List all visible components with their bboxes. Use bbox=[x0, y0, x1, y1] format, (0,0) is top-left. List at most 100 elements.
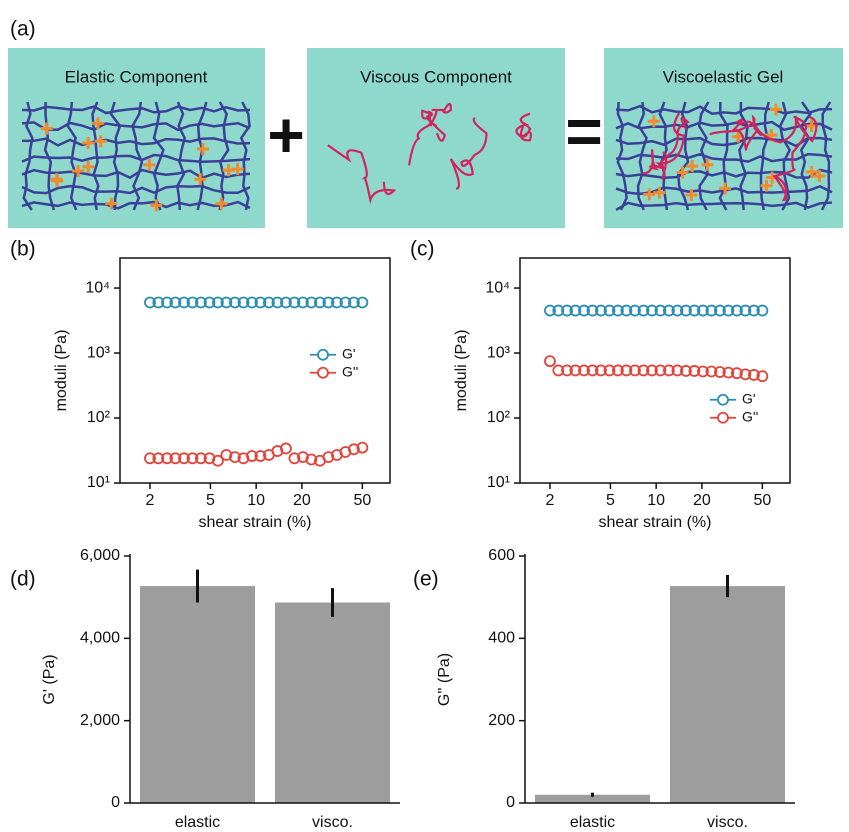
network-strand bbox=[21, 153, 251, 163]
viscous-chain bbox=[732, 118, 762, 151]
data-point bbox=[144, 296, 156, 309]
data-point bbox=[203, 452, 216, 465]
data-point bbox=[161, 452, 173, 465]
data-point bbox=[305, 453, 318, 466]
data-point bbox=[348, 443, 360, 456]
box-title: Elastic Component bbox=[65, 67, 208, 86]
legend-label: G' bbox=[342, 345, 356, 361]
panel-label: (e) bbox=[413, 568, 439, 591]
data-point bbox=[331, 296, 343, 309]
data-point bbox=[220, 296, 233, 309]
data-point bbox=[612, 304, 624, 317]
data-point bbox=[237, 296, 250, 309]
data-point bbox=[705, 365, 718, 378]
data-point bbox=[195, 452, 207, 465]
data-point bbox=[203, 296, 216, 309]
crosslink bbox=[91, 117, 104, 130]
viscous-chain bbox=[772, 115, 808, 202]
network-strand bbox=[21, 168, 251, 180]
box-title: Viscoelastic Gel bbox=[663, 67, 784, 86]
crosslink bbox=[685, 188, 698, 201]
network-strand bbox=[239, 101, 251, 211]
data-point bbox=[663, 364, 675, 377]
network-strand bbox=[152, 101, 165, 211]
y-tick-label: 4,000 bbox=[80, 630, 120, 647]
panel-label: (a) bbox=[10, 18, 36, 41]
network-strand bbox=[616, 101, 628, 211]
data-point bbox=[697, 304, 709, 317]
data-point bbox=[254, 296, 267, 309]
crosslink bbox=[143, 158, 156, 171]
network-strand bbox=[697, 101, 710, 211]
crosslink bbox=[150, 199, 163, 212]
crosslink bbox=[196, 143, 209, 156]
crosslink bbox=[82, 160, 95, 173]
data-point bbox=[586, 364, 599, 377]
x-tick-label: visco. bbox=[312, 814, 353, 831]
crosslink bbox=[94, 135, 107, 148]
network-strand bbox=[615, 104, 833, 116]
data-point bbox=[348, 296, 360, 309]
x-tick-label: 50 bbox=[353, 492, 371, 509]
x-tick-label: 50 bbox=[753, 492, 771, 509]
operator: = bbox=[565, 95, 602, 167]
x-tick-label: 2 bbox=[546, 492, 555, 509]
crosslink bbox=[50, 173, 63, 186]
data-point bbox=[356, 441, 369, 454]
data-point bbox=[169, 296, 182, 309]
legend-marker bbox=[317, 366, 329, 379]
network-strand bbox=[91, 101, 100, 211]
x-axis-label: shear strain (%) bbox=[199, 514, 312, 531]
data-point bbox=[680, 304, 692, 317]
data-point bbox=[254, 450, 267, 462]
data-point bbox=[561, 304, 573, 317]
data-point bbox=[637, 304, 650, 317]
data-point bbox=[178, 296, 190, 309]
data-point bbox=[552, 304, 565, 317]
x-tick-label: 10 bbox=[247, 492, 265, 509]
crosslink bbox=[105, 197, 118, 210]
data-point bbox=[271, 296, 284, 309]
network-strand bbox=[176, 101, 187, 211]
legend-marker bbox=[317, 348, 329, 361]
y-tick-label: 400 bbox=[488, 630, 515, 647]
y-tick-label: 6,000 bbox=[80, 547, 120, 564]
legend-label: G' bbox=[742, 390, 756, 406]
panel-label: (c) bbox=[410, 238, 435, 261]
data-point bbox=[552, 364, 565, 377]
bar bbox=[670, 586, 785, 803]
data-point bbox=[544, 304, 556, 317]
data-point bbox=[569, 364, 582, 377]
data-point bbox=[586, 304, 599, 317]
crosslink bbox=[231, 163, 244, 176]
network-strand bbox=[22, 101, 34, 211]
data-point bbox=[144, 452, 156, 465]
data-point bbox=[288, 296, 301, 309]
data-point bbox=[169, 452, 182, 465]
data-point bbox=[229, 296, 241, 309]
network-strand bbox=[196, 101, 208, 211]
data-point bbox=[280, 296, 292, 309]
network-strand bbox=[615, 136, 833, 148]
data-point bbox=[688, 304, 701, 317]
y-axis-label: moduli (Pa) bbox=[453, 330, 470, 412]
x-tick-label: 20 bbox=[293, 492, 311, 509]
crosslink bbox=[643, 188, 656, 201]
network-strand bbox=[759, 101, 771, 211]
x-tick-label: 20 bbox=[693, 492, 711, 509]
bar bbox=[275, 602, 390, 803]
data-point bbox=[229, 451, 241, 464]
network-strand bbox=[21, 105, 251, 115]
data-point bbox=[731, 304, 743, 317]
data-point bbox=[654, 364, 667, 377]
crosslink bbox=[653, 186, 666, 199]
data-point bbox=[748, 369, 760, 381]
data-point bbox=[620, 364, 633, 377]
data-point bbox=[578, 304, 590, 317]
data-point bbox=[629, 304, 641, 317]
crosslink bbox=[194, 173, 207, 186]
crosslink bbox=[40, 122, 53, 135]
network-strand bbox=[43, 101, 56, 211]
data-point bbox=[603, 304, 616, 317]
network-strand bbox=[109, 101, 122, 211]
